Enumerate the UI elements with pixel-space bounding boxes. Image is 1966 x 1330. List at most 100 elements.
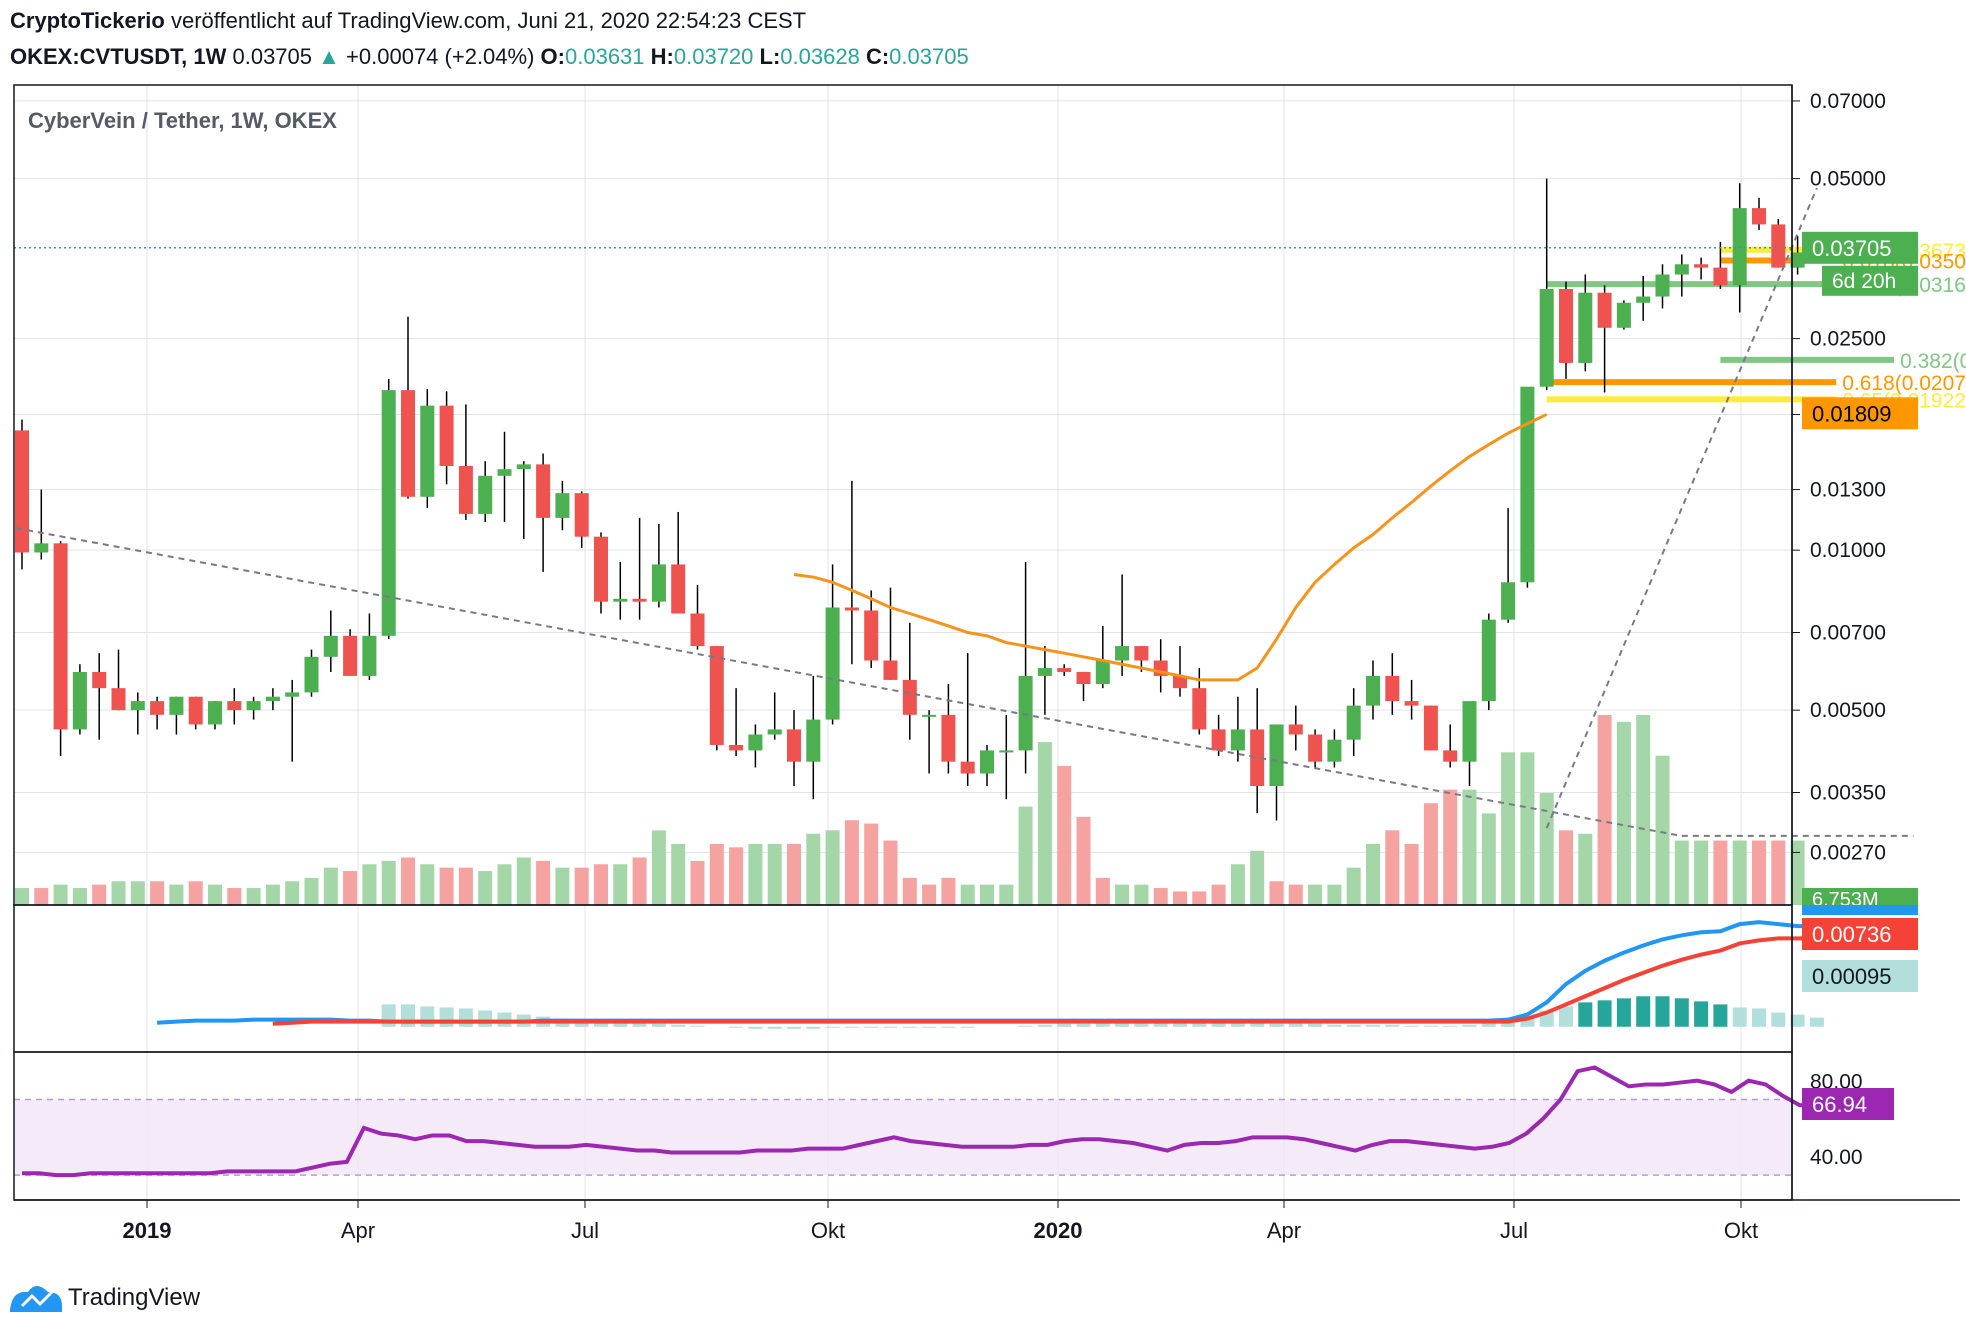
candle-body <box>323 635 338 657</box>
candle-body <box>709 646 724 745</box>
candle-body <box>1771 224 1786 268</box>
candle-body <box>53 543 68 730</box>
volume-bar <box>690 860 705 905</box>
macd-histogram-bar <box>478 1010 493 1027</box>
volume-bar <box>1790 840 1805 905</box>
brand-name[interactable]: TradingView <box>68 1284 201 1311</box>
volume-bar <box>1481 813 1496 905</box>
volume-bar <box>1037 742 1052 905</box>
ma-value-label-box <box>1802 397 1918 430</box>
volume-bar <box>1655 755 1670 905</box>
volume-bar <box>1269 881 1284 905</box>
candle-body <box>401 390 415 497</box>
candle-body <box>1713 267 1728 286</box>
macd-histogram-bar <box>1443 1025 1458 1027</box>
candle-body <box>574 493 589 537</box>
volume-bar <box>478 871 493 905</box>
volume-bar <box>362 864 377 905</box>
candle-body <box>420 405 435 497</box>
signal-line <box>272 936 1817 1026</box>
candle-body <box>1385 675 1400 702</box>
macd-histogram-bar <box>1385 1024 1400 1027</box>
volume-bar <box>1288 884 1303 905</box>
volume-bar <box>787 843 801 905</box>
candle-body <box>922 714 937 717</box>
candle-body <box>1173 675 1187 689</box>
volume-bar <box>516 857 531 905</box>
macd-histogram-bar <box>1674 998 1689 1027</box>
candle-body <box>980 750 994 774</box>
macd-histogram-bar <box>1501 1020 1516 1027</box>
price-change: +0.00074 (+2.04%) <box>346 44 535 69</box>
rsi-value-label: 66.94 <box>1812 1092 1867 1117</box>
price-candles[interactable] <box>15 178 1824 821</box>
macd-histogram-bar <box>420 1006 435 1027</box>
candle-body <box>1134 646 1149 661</box>
candle-body <box>1327 739 1342 762</box>
macd-histogram-bar <box>922 1026 937 1028</box>
time-tick-label: Apr <box>1267 1218 1301 1243</box>
volume-bar <box>285 881 300 905</box>
macd-histogram-bar <box>941 1026 956 1028</box>
volume-bar <box>941 877 956 905</box>
macd-histogram-bar <box>1481 1022 1496 1027</box>
hist-label-box <box>1802 960 1918 992</box>
macd-histogram-bar <box>594 1020 608 1027</box>
macd-histogram-bar <box>497 1012 512 1027</box>
time-tick-label: Apr <box>341 1218 375 1243</box>
candle-body <box>227 701 242 711</box>
volume-bar <box>1674 840 1689 905</box>
time-tick-label: Okt <box>811 1218 845 1243</box>
rsi-line <box>22 1065 1817 1178</box>
macd-histogram-bar <box>1655 996 1670 1027</box>
time-tick-label: 2019 <box>123 1218 172 1243</box>
macd-histogram-bar <box>1250 1022 1265 1027</box>
last-price: 0.03705 <box>232 44 313 69</box>
candle-body <box>1095 660 1110 685</box>
volume-bar <box>980 884 994 905</box>
candle-body <box>729 744 744 751</box>
candle-body <box>1018 675 1033 751</box>
volume-bar <box>1308 884 1323 905</box>
volume-bar <box>883 840 898 905</box>
macd-histogram-bar <box>1423 1025 1438 1027</box>
volume-bar <box>1597 715 1612 905</box>
candle-body <box>1539 288 1554 387</box>
time-tick-label: Jul <box>571 1218 599 1243</box>
macd-histogram-bar <box>1192 1021 1207 1027</box>
volume-bar <box>1539 793 1554 905</box>
tradingview-logo-icon[interactable] <box>10 1286 62 1312</box>
volume-bar <box>1752 840 1766 905</box>
volume-bar <box>1520 752 1535 905</box>
price-tick-label: 0.01300 <box>1810 479 1886 502</box>
candle-body <box>458 465 473 514</box>
macd-histogram-bar <box>1694 1001 1709 1027</box>
candle-body <box>555 493 570 518</box>
candle-body <box>1694 264 1709 268</box>
macd-histogram-bar <box>613 1021 628 1027</box>
macd-histogram-bar <box>1230 1022 1245 1027</box>
candle-body <box>613 598 628 602</box>
published-line: CryptoTickerio veröffentlicht auf Tradin… <box>10 8 806 34</box>
macd-histogram-bar <box>651 1023 666 1027</box>
candle-body <box>169 696 184 715</box>
trendline <box>16 527 1682 837</box>
last-price-label: 0.03705 <box>1812 236 1892 261</box>
volume-bar <box>265 884 280 905</box>
candle-body <box>208 701 222 725</box>
volume-bar <box>729 847 744 905</box>
volume-bar <box>34 888 49 905</box>
candle-body <box>1559 288 1573 363</box>
macd-histogram-bar <box>1173 1021 1187 1027</box>
volume-bar <box>748 843 763 905</box>
volume-bar <box>1443 789 1458 905</box>
volume-bar <box>960 884 975 905</box>
volume-bar <box>594 864 608 905</box>
volume-bar <box>1095 877 1110 905</box>
macd-histogram-bar <box>1559 1006 1573 1027</box>
candle-body <box>15 430 29 553</box>
symbol-name: OKEX:CVTUSDT, 1W <box>10 44 227 69</box>
candle-body <box>1211 729 1226 751</box>
macd-histogram-bar <box>1636 996 1651 1027</box>
